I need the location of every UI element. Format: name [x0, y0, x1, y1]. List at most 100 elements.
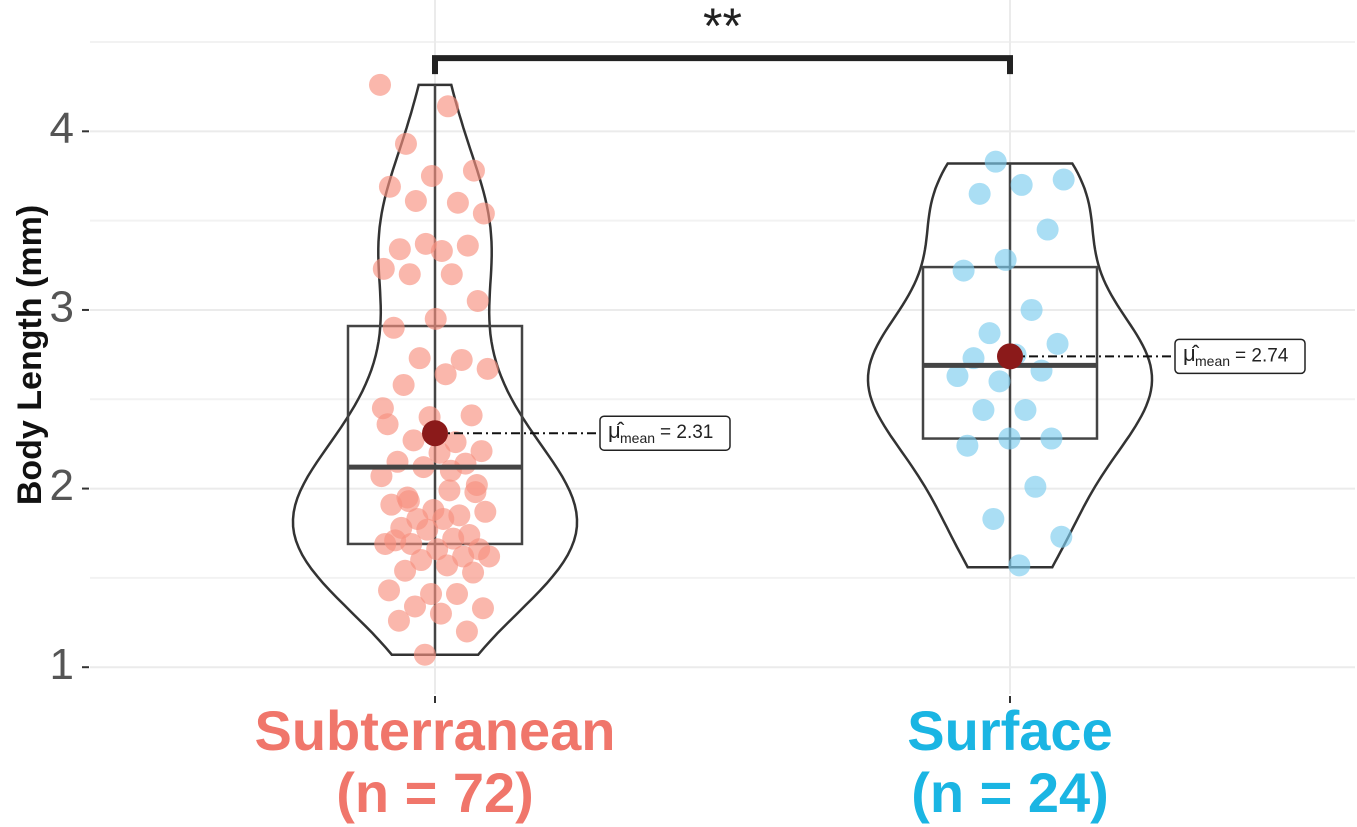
- data-point: [428, 441, 451, 464]
- data-point: [369, 73, 391, 96]
- data-point: [455, 620, 478, 643]
- n-label: (n = 24): [911, 761, 1109, 824]
- data-point: [474, 500, 497, 523]
- significance-label: **: [703, 0, 742, 54]
- data-point: [414, 232, 437, 255]
- significance-bracket: [432, 55, 1013, 75]
- data-point: [416, 518, 439, 541]
- data-point: [446, 191, 469, 214]
- data-point: [394, 559, 417, 582]
- data-point: [429, 602, 452, 625]
- data-point: [1010, 173, 1033, 196]
- data-point: [378, 579, 401, 602]
- data-point: [402, 429, 425, 452]
- y-axis-title: Body Length (mm): [11, 205, 49, 505]
- mean-label: = 2.74: [1235, 345, 1289, 366]
- data-point: [1014, 398, 1037, 421]
- y-tick-label: 4: [50, 104, 74, 153]
- data-point: [466, 290, 489, 313]
- data-point: [370, 465, 393, 488]
- data-point: [1050, 525, 1073, 548]
- x-tick-label: Surface: [907, 699, 1112, 762]
- data-point: [1040, 427, 1063, 450]
- mean-subscript: mean: [620, 430, 655, 446]
- data-point: [371, 397, 394, 420]
- data-point: [465, 474, 488, 497]
- data-point: [1008, 554, 1031, 577]
- data-point: [984, 150, 1007, 173]
- data-point: [392, 373, 415, 396]
- data-point: [436, 554, 459, 577]
- data-point: [956, 434, 979, 457]
- mean-label: = 2.31: [660, 422, 713, 443]
- violin: [866, 162, 1154, 569]
- data-point: [1036, 218, 1059, 241]
- data-point: [439, 459, 462, 482]
- data-point: [1024, 475, 1047, 498]
- data-point: [472, 202, 495, 225]
- data-point: [388, 238, 411, 261]
- data-point: [946, 365, 969, 388]
- data-point: [446, 582, 469, 605]
- data-point: [404, 189, 427, 212]
- data-point: [1046, 332, 1069, 355]
- y-tick-label: 2: [50, 461, 74, 510]
- data-point: [478, 545, 501, 568]
- mean-symbol: μ̂: [1183, 341, 1200, 366]
- data-point: [387, 609, 410, 632]
- data-point: [444, 431, 467, 454]
- data-point: [462, 159, 485, 182]
- n-label: (n = 72): [336, 761, 534, 824]
- data-point: [432, 507, 455, 530]
- data-point: [460, 404, 483, 427]
- data-point: [952, 259, 975, 282]
- x-tick-label: Subterranean: [255, 699, 616, 762]
- data-point: [420, 582, 443, 605]
- data-point: [442, 527, 465, 550]
- data-point: [968, 182, 991, 205]
- data-point: [378, 175, 401, 198]
- data-point: [978, 322, 1001, 345]
- data-point: [452, 545, 475, 568]
- data-point: [436, 95, 459, 118]
- data-point: [476, 357, 499, 380]
- mean-label-box: [599, 415, 731, 451]
- data-point: [398, 263, 421, 286]
- data-point: [456, 234, 479, 257]
- data-point: [440, 263, 463, 286]
- data-point: [426, 538, 449, 561]
- mean-point: [422, 420, 448, 447]
- data-point: [450, 348, 473, 371]
- y-tick-label: 3: [50, 283, 74, 332]
- data-point: [438, 479, 461, 502]
- data-point: [380, 493, 403, 516]
- data-point: [413, 643, 436, 666]
- violin: [291, 83, 579, 656]
- data-point: [1020, 298, 1043, 321]
- data-point: [998, 427, 1021, 450]
- data-point: [470, 440, 493, 463]
- data-point: [1052, 168, 1075, 191]
- data-point: [994, 248, 1017, 271]
- data-point: [424, 307, 447, 330]
- data-point: [462, 561, 485, 584]
- data-point: [972, 398, 995, 421]
- mean-subscript: mean: [1195, 353, 1230, 369]
- mean-symbol: μ̂: [608, 418, 625, 443]
- data-point: [434, 363, 457, 386]
- data-point: [397, 490, 420, 513]
- data-point: [982, 507, 1005, 530]
- data-point: [408, 347, 431, 370]
- data-point: [410, 549, 433, 572]
- y-tick-label: 1: [50, 640, 74, 689]
- data-point: [382, 316, 405, 339]
- data-point: [420, 164, 443, 187]
- data-point: [403, 595, 426, 618]
- data-point: [372, 257, 395, 280]
- data-point: [384, 529, 407, 552]
- data-point: [394, 132, 417, 155]
- data-point: [471, 597, 494, 620]
- mean-point: [997, 343, 1023, 370]
